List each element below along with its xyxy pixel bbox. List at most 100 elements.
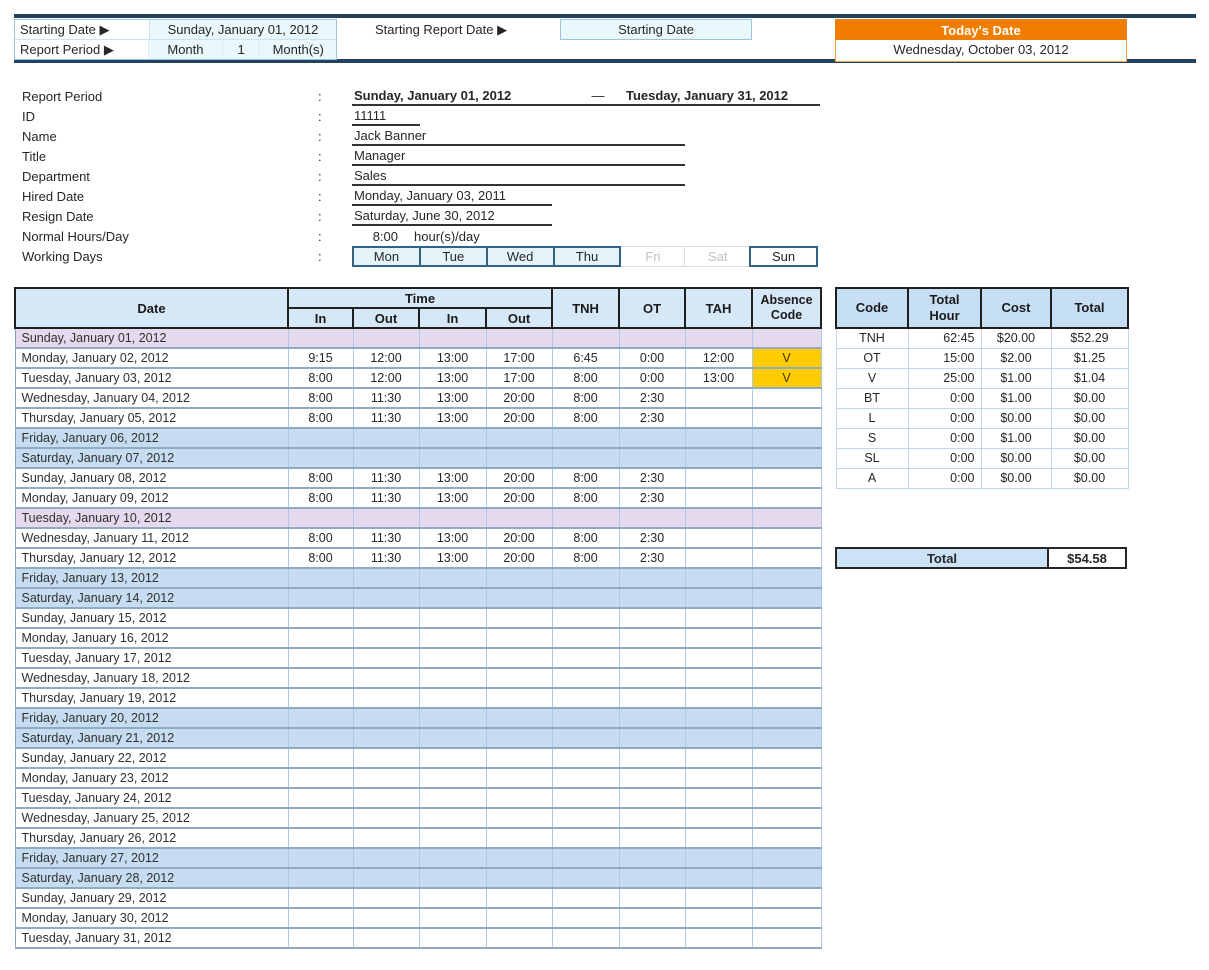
in1-cell[interactable]: 8:00 — [288, 408, 354, 429]
in2-cell[interactable] — [419, 588, 487, 609]
tah-cell[interactable]: 13:00 — [685, 368, 753, 389]
tnh-cell[interactable]: 8:00 — [552, 488, 620, 509]
in2-cell[interactable] — [419, 808, 487, 829]
ot-cell[interactable] — [619, 608, 686, 629]
out1-cell[interactable] — [353, 588, 420, 609]
tah-cell[interactable] — [685, 688, 753, 709]
code-cell[interactable]: OT — [835, 347, 909, 369]
cost-cell[interactable]: $1.00 — [980, 387, 1052, 409]
out1-cell[interactable] — [353, 708, 420, 729]
date-cell[interactable]: Wednesday, January 11, 2012 — [15, 528, 289, 549]
working-day-sun[interactable]: Sun — [749, 245, 819, 267]
tnh-cell[interactable] — [552, 908, 620, 929]
out1-cell[interactable] — [353, 628, 420, 649]
ot-cell[interactable]: 2:30 — [619, 548, 686, 569]
date-cell[interactable]: Saturday, January 14, 2012 — [15, 588, 289, 609]
date-cell[interactable]: Sunday, January 29, 2012 — [15, 888, 289, 909]
department-value-cell[interactable]: Sales — [352, 166, 685, 186]
date-cell[interactable]: Sunday, January 15, 2012 — [15, 608, 289, 629]
out1-cell[interactable]: 11:30 — [353, 528, 420, 549]
tah-cell[interactable] — [685, 908, 753, 929]
out1-cell[interactable] — [353, 448, 420, 469]
tah-cell[interactable] — [685, 748, 753, 769]
ot-cell[interactable] — [619, 928, 686, 949]
tnh-cell[interactable] — [552, 688, 620, 709]
col-header-time[interactable]: Time — [286, 287, 554, 309]
total-hour-cell[interactable]: 15:00 — [907, 347, 982, 369]
date-cell[interactable]: Friday, January 06, 2012 — [15, 428, 289, 449]
in1-cell[interactable] — [288, 748, 354, 769]
absence-code-cell[interactable] — [752, 408, 822, 429]
working-day-fri[interactable]: Fri — [619, 245, 687, 267]
code-cell[interactable]: SL — [835, 447, 909, 469]
tah-cell[interactable] — [685, 448, 753, 469]
in2-cell[interactable]: 13:00 — [419, 388, 487, 409]
report-period-from-cell[interactable]: Sunday, January 01, 2012 — [354, 87, 512, 103]
starting-report-date-input[interactable]: Starting Date — [560, 19, 752, 40]
tah-cell[interactable]: 12:00 — [685, 348, 753, 369]
date-cell[interactable]: Sunday, January 22, 2012 — [15, 748, 289, 769]
total-cell[interactable]: $0.00 — [1050, 447, 1129, 469]
col-header-tah[interactable]: TAH — [684, 287, 754, 329]
out2-cell[interactable]: 20:00 — [486, 408, 553, 429]
tnh-cell[interactable]: 8:00 — [552, 528, 620, 549]
starting-date-input[interactable]: Sunday, January 01, 2012 — [149, 20, 336, 39]
date-cell[interactable]: Monday, January 16, 2012 — [15, 628, 289, 649]
out2-cell[interactable] — [486, 688, 553, 709]
out2-cell[interactable] — [486, 728, 553, 749]
report-period-to-cell[interactable]: Tuesday, January 31, 2012 — [626, 87, 789, 103]
ot-cell[interactable] — [619, 688, 686, 709]
absence-code-cell[interactable] — [752, 908, 822, 929]
in1-cell[interactable] — [288, 908, 354, 929]
ot-cell[interactable] — [619, 668, 686, 689]
cost-cell[interactable]: $0.00 — [980, 447, 1052, 469]
tnh-cell[interactable] — [552, 828, 620, 849]
absence-code-cell[interactable] — [752, 388, 822, 409]
out2-cell[interactable] — [486, 328, 553, 349]
total-cell[interactable]: $0.00 — [1050, 387, 1129, 409]
summary-col-header-total-hour[interactable]: Total Hour — [907, 287, 982, 329]
absence-code-cell[interactable] — [752, 628, 822, 649]
ot-cell[interactable]: 0:00 — [619, 368, 686, 389]
tah-cell[interactable] — [685, 548, 753, 569]
tah-cell[interactable] — [685, 708, 753, 729]
out2-cell[interactable] — [486, 848, 553, 869]
in2-cell[interactable]: 13:00 — [419, 468, 487, 489]
ot-cell[interactable] — [619, 848, 686, 869]
absence-code-cell[interactable] — [752, 868, 822, 889]
ot-cell[interactable] — [619, 788, 686, 809]
in2-cell[interactable] — [419, 648, 487, 669]
tah-cell[interactable] — [685, 328, 753, 349]
absence-code-cell[interactable] — [752, 508, 822, 529]
ot-cell[interactable] — [619, 328, 686, 349]
tah-cell[interactable] — [685, 648, 753, 669]
ot-cell[interactable]: 2:30 — [619, 488, 686, 509]
in1-cell[interactable] — [288, 808, 354, 829]
cost-cell[interactable]: $1.00 — [980, 427, 1052, 449]
in1-cell[interactable] — [288, 888, 354, 909]
ot-cell[interactable]: 2:30 — [619, 388, 686, 409]
tnh-cell[interactable]: 8:00 — [552, 408, 620, 429]
out1-cell[interactable] — [353, 868, 420, 889]
col-header-ot[interactable]: OT — [618, 287, 687, 329]
in2-cell[interactable] — [419, 668, 487, 689]
col-header-tnh[interactable]: TNH — [551, 287, 621, 329]
in2-cell[interactable]: 13:00 — [419, 488, 487, 509]
in2-cell[interactable] — [419, 568, 487, 589]
working-day-mon[interactable]: Mon — [352, 245, 421, 267]
ot-cell[interactable]: 2:30 — [619, 528, 686, 549]
ot-cell[interactable] — [619, 508, 686, 529]
normal-hours-value-cell[interactable]: 8:00 — [372, 228, 398, 244]
tnh-cell[interactable] — [552, 788, 620, 809]
out1-cell[interactable] — [353, 888, 420, 909]
out1-cell[interactable] — [353, 688, 420, 709]
in2-cell[interactable] — [419, 728, 487, 749]
tnh-cell[interactable] — [552, 328, 620, 349]
tah-cell[interactable] — [685, 588, 753, 609]
tah-cell[interactable] — [685, 568, 753, 589]
total-cell[interactable]: $1.25 — [1050, 347, 1129, 369]
in2-cell[interactable] — [419, 428, 487, 449]
out2-cell[interactable] — [486, 908, 553, 929]
absence-code-cell[interactable] — [752, 328, 822, 349]
date-cell[interactable]: Wednesday, January 25, 2012 — [15, 808, 289, 829]
